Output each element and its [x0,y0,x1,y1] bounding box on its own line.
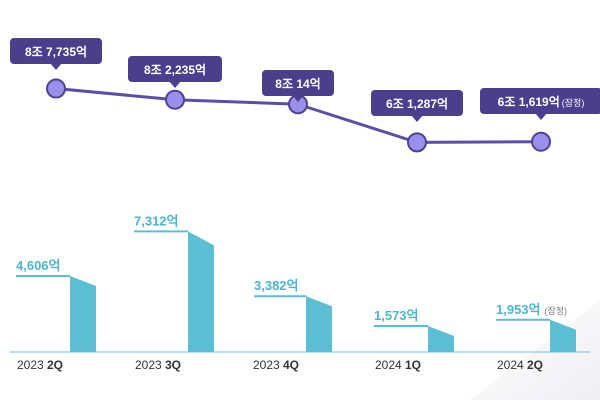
callout-value: 8조 7,735억 [25,45,87,59]
callout-box [10,38,102,64]
bar-1 [70,276,96,352]
bar-value: 1,953억 [496,302,541,317]
bar-value: 4,606억 [16,258,61,273]
callout-pointer [292,95,304,102]
x-tick-year: 2024 [497,358,527,372]
x-tick-quarter: 2Q [527,358,543,372]
bar-2 [188,231,214,352]
callout-value: 8조 14억 [275,77,320,91]
x-tick-label-3: 2023 4Q [253,358,299,372]
callout-label: 8조 7,735억 [25,45,87,59]
callout-3: 8조 14억 [262,70,334,102]
line-point-2 [165,89,185,110]
bar-value-label-4: 1,573억 [374,308,419,323]
callout-box [128,56,222,82]
callout-value: 6조 1,287억 [386,97,448,111]
line-point-4 [407,132,427,153]
bar-value-label-5: 1,953억 (잠정) [496,302,567,317]
x-tick-quarter: 1Q [405,358,421,372]
x-tick-year: 2023 [17,358,47,372]
x-tick-year: 2024 [375,358,405,372]
x-tick-quarter: 3Q [165,358,181,372]
callout-box [480,88,600,114]
bar-value: 7,312억 [134,213,179,228]
callout-pointer [535,113,547,120]
callout-label: 8조 2,235억 [144,63,206,77]
bar-5 [550,319,576,352]
x-tick-label-1: 2023 2Q [17,358,63,372]
bar-value-label-2: 7,312억 [134,213,179,228]
x-tick-quarter: 2Q [47,358,63,372]
x-tick-year: 2023 [135,358,165,372]
x-tick-label-4: 2024 1Q [375,358,421,372]
bar-note: (잠정) [545,306,568,316]
callout-5: 6조 1,619억 (잠정) [480,88,600,120]
callout-value: 8조 2,235억 [144,63,206,77]
line-callouts: 8조 7,735억 8조 2,235억 8조 14억 6조 1,287억 6조 1,61… [10,38,600,122]
bar-value-label-1: 4,606억 [16,258,61,273]
callout-1: 8조 7,735억 [10,38,102,70]
bar-4 [428,326,454,352]
line-point-1 [46,78,66,99]
callout-pointer [50,63,62,70]
callout-value: 6조 1,619억 [498,95,560,109]
callout-pointer [411,115,423,122]
line-chart: 8조 7,735억 8조 2,235억 8조 14억 6조 1,287억 6조 1,61… [10,38,600,153]
callout-box [262,70,334,96]
x-axis: 2023 2Q 2023 3Q 2023 4Q 2024 1Q 2024 2Q [17,358,543,372]
bar-chart: 4,606억 7,312억 3,382억 1,573억 1,953억 (잠정) 2023 … [10,213,590,372]
bar-labels: 4,606억 7,312억 3,382억 1,573억 1,953억 (잠정) [16,213,567,323]
x-tick-label-5: 2024 2Q [497,358,543,372]
callout-label: 6조 1,287억 [386,97,448,111]
bar-series [10,230,590,353]
callout-label: 8조 14억 [275,77,320,91]
callout-label: 6조 1,619억 (잠정) [498,95,585,109]
callout-box [371,90,463,116]
callout-2: 8조 2,235억 [128,56,222,88]
x-tick-label-2: 2023 3Q [135,358,181,372]
callout-pointer [169,81,181,88]
callout-note: (잠정) [562,98,585,108]
bar-value: 3,382억 [254,278,299,293]
x-tick-year: 2023 [253,358,283,372]
bar-value-label-3: 3,382억 [254,278,299,293]
line-point-5 [531,131,551,152]
bar-3 [306,296,332,352]
bar-value: 1,573억 [374,308,419,323]
callout-4: 6조 1,287억 [371,90,463,122]
x-tick-quarter: 4Q [283,358,299,372]
